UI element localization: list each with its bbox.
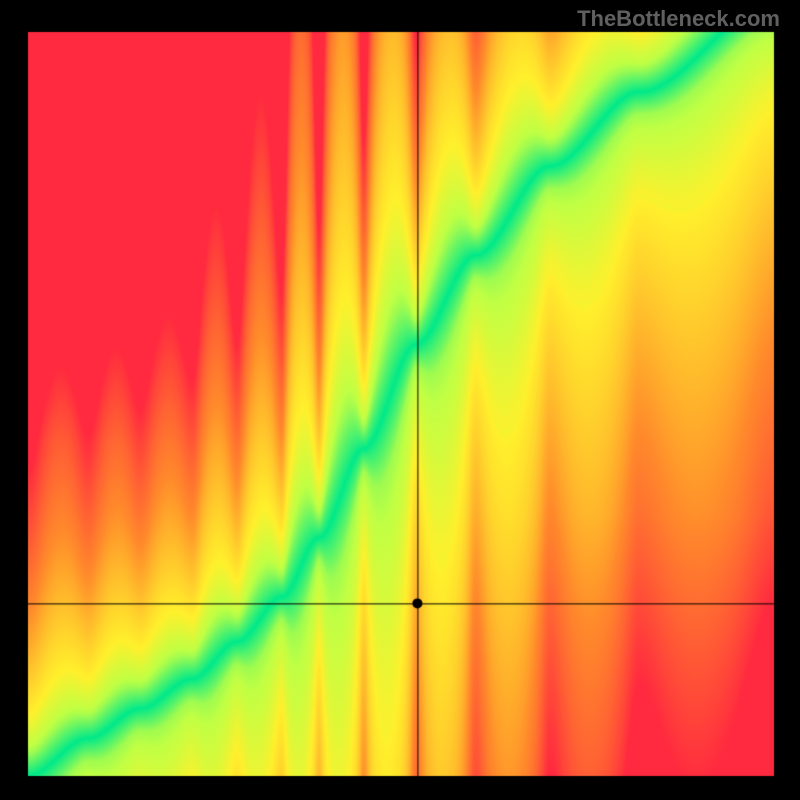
heatmap-canvas [0, 0, 800, 800]
watermark-label: TheBottleneck.com [577, 6, 780, 32]
chart-container: TheBottleneck.com [0, 0, 800, 800]
